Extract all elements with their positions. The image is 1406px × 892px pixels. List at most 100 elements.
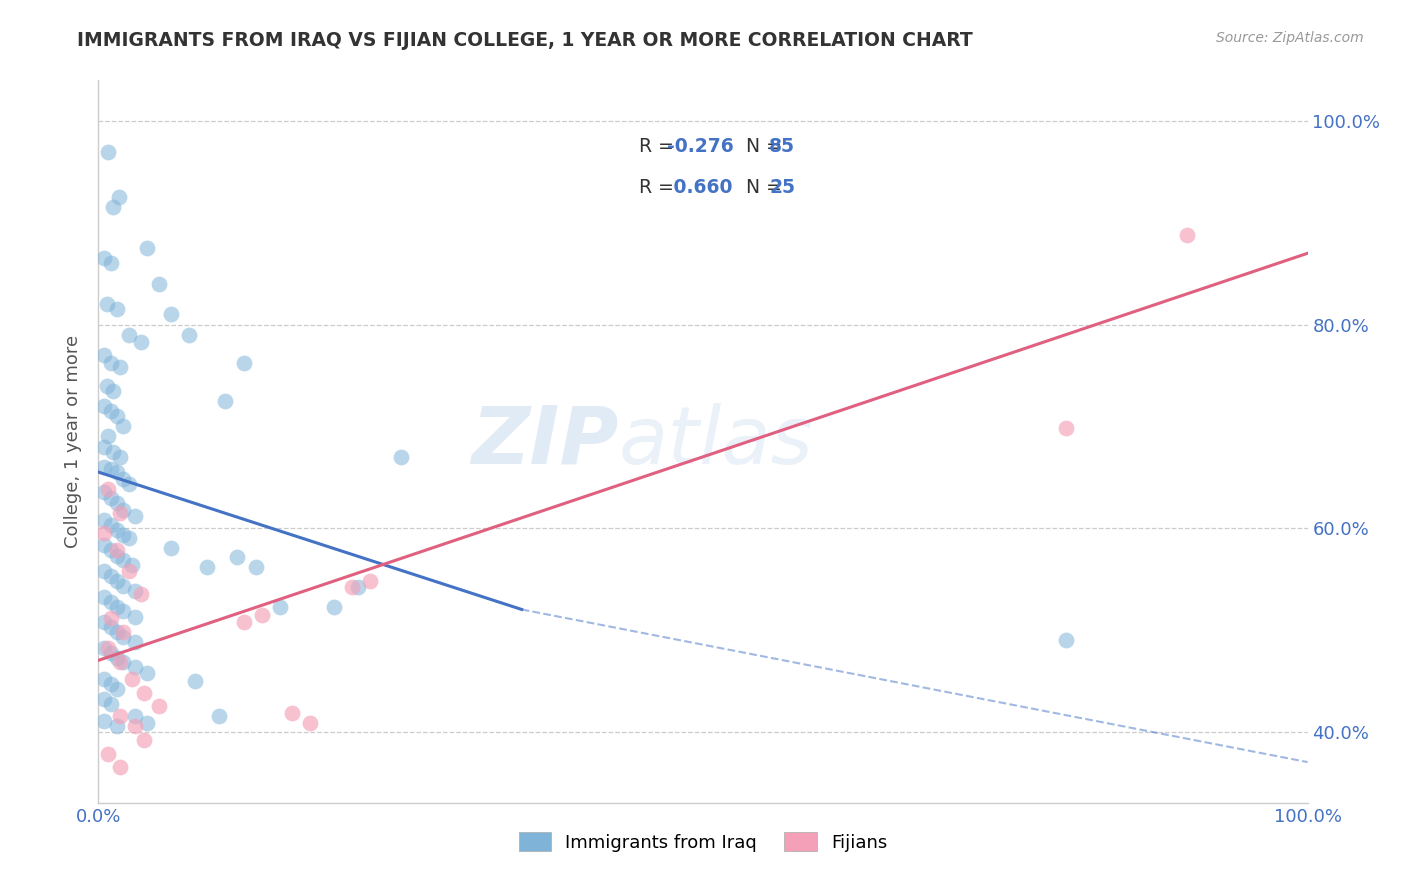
Point	[124, 609, 146, 624]
Point	[148, 699, 170, 714]
Legend: Immigrants from Iraq, Fijians: Immigrants from Iraq, Fijians	[512, 825, 894, 859]
Point	[232, 615, 254, 629]
Point	[100, 462, 122, 476]
Point	[118, 327, 141, 342]
Point	[208, 709, 231, 723]
Point	[108, 450, 131, 464]
Point	[111, 472, 134, 486]
Point	[124, 635, 146, 649]
Point	[100, 610, 122, 624]
Point	[105, 302, 128, 317]
Point	[105, 624, 128, 639]
Point	[93, 252, 115, 266]
Point	[108, 360, 131, 375]
Point	[111, 419, 134, 434]
Point	[96, 297, 118, 311]
Point	[108, 190, 131, 204]
Point	[1054, 421, 1077, 435]
Point	[299, 716, 322, 731]
Point	[100, 491, 122, 505]
Point	[100, 256, 122, 270]
Point	[111, 605, 134, 619]
Text: 0.660: 0.660	[666, 178, 733, 197]
Point	[105, 523, 128, 537]
Point	[342, 580, 364, 594]
Point	[347, 580, 370, 594]
Point	[111, 552, 134, 566]
Point	[93, 348, 115, 362]
Point	[245, 559, 267, 574]
Point	[93, 641, 115, 656]
Point	[1175, 227, 1198, 242]
Point	[93, 440, 115, 454]
Point	[124, 719, 146, 733]
Point	[105, 681, 128, 696]
Text: 85: 85	[769, 137, 796, 156]
Point	[93, 399, 115, 413]
Point	[118, 531, 141, 545]
Point	[129, 587, 152, 601]
Point	[93, 526, 115, 541]
Point	[135, 241, 157, 255]
Point	[179, 327, 201, 342]
Point	[232, 356, 254, 370]
Point	[100, 677, 122, 691]
Point	[100, 697, 122, 711]
Point	[148, 277, 170, 291]
Point	[134, 686, 156, 700]
Point	[100, 404, 122, 418]
Text: R =: R =	[640, 178, 681, 197]
Y-axis label: College, 1 year or more: College, 1 year or more	[65, 335, 83, 548]
Point	[135, 716, 157, 731]
Point	[97, 747, 120, 761]
Point	[250, 607, 273, 622]
Point	[100, 620, 122, 634]
Point	[93, 564, 115, 578]
Point	[105, 651, 128, 665]
Point	[121, 558, 143, 572]
Point	[111, 502, 134, 516]
Point	[105, 543, 128, 558]
Point	[93, 692, 115, 706]
Point	[108, 656, 131, 670]
Point	[360, 574, 382, 588]
Point	[100, 569, 122, 583]
Point	[100, 595, 122, 609]
Point	[97, 483, 120, 497]
Point	[101, 444, 124, 458]
Point	[389, 450, 412, 464]
Point	[118, 477, 141, 491]
Point	[93, 513, 115, 527]
Point	[100, 518, 122, 533]
Point	[135, 665, 157, 680]
Point	[105, 409, 128, 423]
Text: Source: ZipAtlas.com: Source: ZipAtlas.com	[1216, 31, 1364, 45]
Point	[93, 672, 115, 686]
Point	[121, 672, 143, 686]
Point	[108, 760, 131, 774]
Point	[93, 615, 115, 629]
Text: atlas: atlas	[619, 402, 813, 481]
Point	[160, 307, 183, 321]
Point	[105, 719, 128, 733]
Text: ZIP: ZIP	[471, 402, 619, 481]
Text: 25: 25	[769, 178, 796, 197]
Point	[111, 656, 134, 670]
Point	[108, 709, 131, 723]
Text: N =: N =	[734, 178, 787, 197]
Point	[100, 646, 122, 660]
Point	[97, 641, 120, 656]
Point	[111, 528, 134, 542]
Text: N =: N =	[734, 137, 787, 156]
Point	[108, 506, 131, 520]
Point	[118, 564, 141, 578]
Point	[111, 579, 134, 593]
Point	[97, 429, 120, 443]
Point	[96, 378, 118, 392]
Text: -0.276: -0.276	[666, 137, 734, 156]
Point	[226, 549, 249, 564]
Point	[111, 630, 134, 644]
Text: IMMIGRANTS FROM IRAQ VS FIJIAN COLLEGE, 1 YEAR OR MORE CORRELATION CHART: IMMIGRANTS FROM IRAQ VS FIJIAN COLLEGE, …	[77, 31, 973, 50]
Point	[93, 714, 115, 729]
Point	[134, 732, 156, 747]
